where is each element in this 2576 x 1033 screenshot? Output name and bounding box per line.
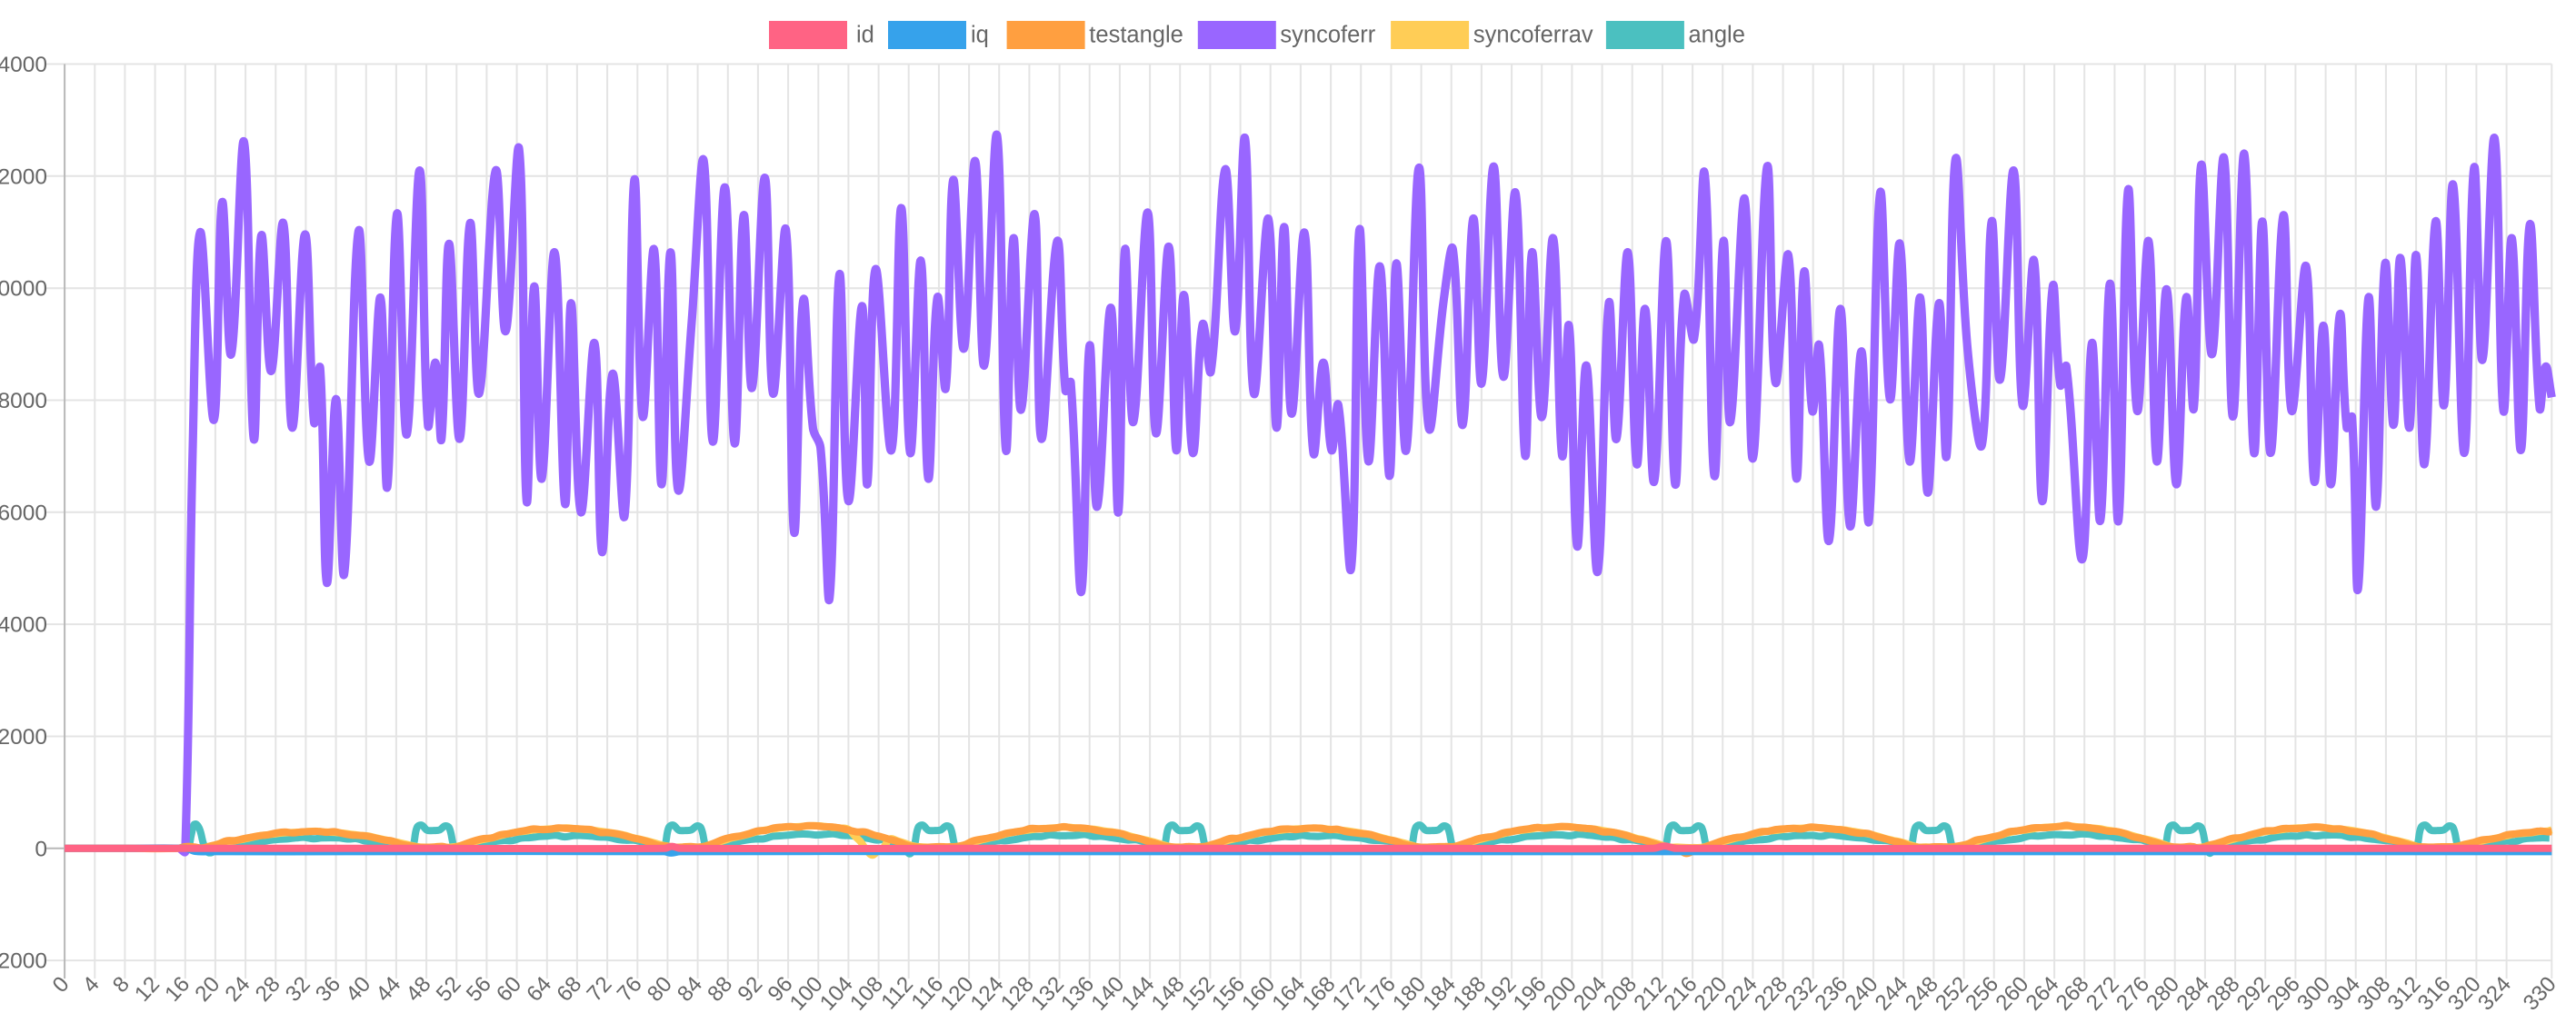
svg-text:syncoferrav: syncoferrav	[1473, 23, 1593, 48]
svg-text:8000: 8000	[0, 389, 47, 413]
svg-text:2000: 2000	[0, 725, 47, 750]
svg-text:12000: 12000	[0, 164, 47, 189]
svg-text:4000: 4000	[0, 613, 47, 638]
svg-text:-2000: -2000	[0, 949, 47, 974]
svg-text:iq: iq	[971, 23, 989, 48]
svg-text:6000: 6000	[0, 501, 47, 525]
svg-text:10000: 10000	[0, 277, 47, 302]
svg-text:testangle: testangle	[1089, 23, 1183, 48]
svg-text:id: id	[856, 23, 874, 48]
svg-text:0: 0	[35, 837, 47, 861]
svg-text:angle: angle	[1689, 23, 1745, 48]
svg-text:syncoferr: syncoferr	[1280, 23, 1375, 48]
svg-text:14000: 14000	[0, 53, 47, 77]
